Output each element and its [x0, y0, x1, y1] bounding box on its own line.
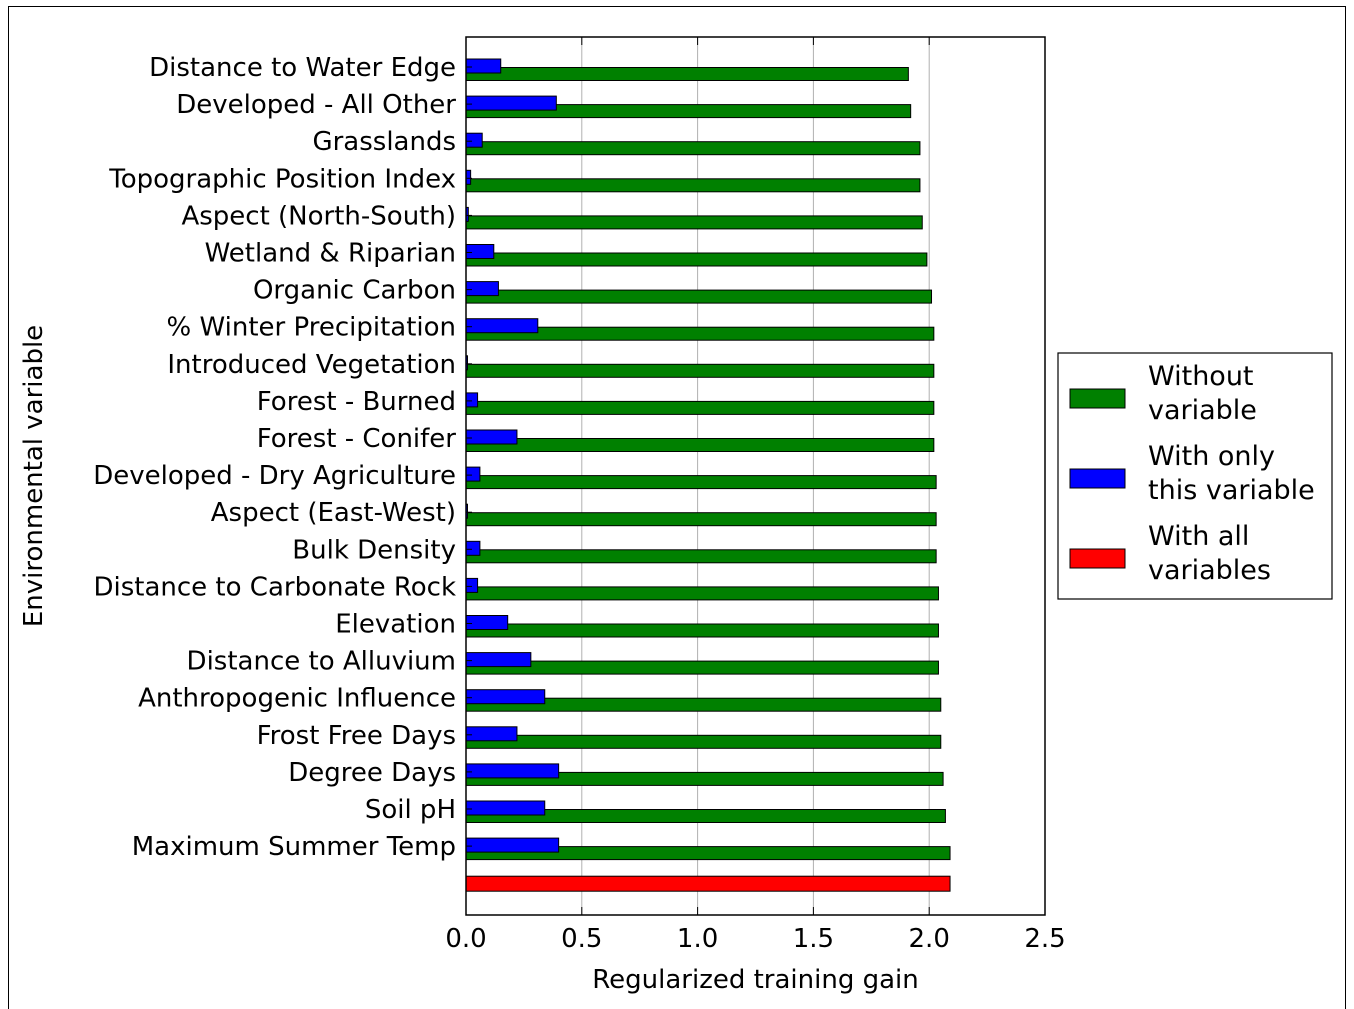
- category-label: Distance to Water Edge: [149, 53, 456, 83]
- category-label: Topographic Position Index: [108, 164, 456, 194]
- bar-without-variable: [465, 289, 933, 304]
- bar-without-variable: [465, 660, 939, 675]
- x-tick-label: 2.0: [909, 924, 950, 954]
- category-label: Introduced Vegetation: [167, 350, 456, 380]
- bar-without-variable: [465, 141, 921, 156]
- bar-with-only-variable: [465, 429, 518, 445]
- bar-without-variable: [465, 512, 937, 527]
- bar-with-only-variable: [465, 577, 479, 593]
- bar-without-variable: [465, 549, 937, 564]
- bar-with-only-variable: [465, 58, 502, 74]
- legend-entry-label: With only this variable: [1148, 441, 1315, 506]
- category-label: Soil pH: [365, 795, 456, 825]
- category-label: Distance to Alluvium: [187, 647, 456, 677]
- bar-without-variable: [465, 623, 939, 638]
- bar-with-only-variable: [465, 392, 479, 408]
- bar-with-only-variable: [465, 726, 518, 742]
- bar-with-all-variables: [465, 875, 951, 892]
- bar-with-only-variable: [465, 281, 499, 297]
- legend-swatch: [1069, 388, 1126, 409]
- bar-with-only-variable: [465, 763, 560, 779]
- x-axis-label: Regularized training gain: [592, 965, 919, 995]
- y-axis-label: Environmental variable: [19, 325, 49, 627]
- category-label: Frost Free Days: [257, 721, 456, 751]
- legend-swatch: [1069, 548, 1126, 569]
- category-label: Maximum Summer Temp: [132, 832, 456, 862]
- bar-without-variable: [465, 475, 937, 490]
- bar-without-variable: [465, 67, 909, 81]
- category-label: Aspect (East-West): [211, 498, 456, 528]
- category-label: Forest - Conifer: [257, 424, 457, 454]
- bar-with-only-variable: [465, 837, 560, 853]
- bar-without-variable: [465, 438, 935, 452]
- bar-with-only-variable: [465, 800, 546, 816]
- category-label: Wetland & Riparian: [205, 239, 456, 269]
- x-tick-labels: 0.0 0.5 1.0 1.5 2.0 2.5: [445, 924, 1065, 954]
- legend-entry-label: With all variables: [1148, 521, 1271, 586]
- category-label: Anthropogenic Influence: [138, 684, 456, 714]
- bar-with-only-variable: [465, 615, 509, 630]
- category-label: Elevation: [335, 610, 456, 640]
- x-tick-label: 0.0: [445, 924, 486, 954]
- bar-without-variable: [465, 363, 935, 378]
- legend-entry-label: Without variable: [1148, 361, 1257, 426]
- bar-without-variable: [465, 215, 923, 230]
- category-label: % Winter Precipitation: [167, 313, 456, 343]
- category-label: Developed - Dry Agriculture: [93, 461, 456, 491]
- ticks: [465, 37, 1046, 915]
- category-label: Aspect (North-South): [181, 201, 456, 231]
- legend: Without variable With only this variable Wit…: [1057, 352, 1333, 600]
- category-label: Forest - Burned: [257, 387, 456, 417]
- bar-without-variable: [465, 400, 935, 415]
- x-tick-label: 2.5: [1024, 924, 1065, 954]
- bar-with-only-variable: [465, 689, 546, 705]
- plot-area: [465, 36, 1046, 916]
- category-labels: Distance to Water Edge Developed - All Ot…: [93, 53, 456, 862]
- bar-without-variable: [465, 734, 942, 749]
- x-tick-label: 0.5: [561, 924, 602, 954]
- bar-with-only-variable: [465, 132, 483, 148]
- bar-with-only-variable: [465, 244, 495, 259]
- category-label: Grasslands: [312, 127, 456, 157]
- bar-with-only-variable: [465, 652, 532, 668]
- bar-without-variable: [465, 178, 921, 193]
- bar-with-only-variable: [465, 466, 481, 482]
- category-label: Degree Days: [288, 758, 456, 788]
- bar-with-only-variable: [465, 95, 557, 111]
- x-tick-label: 1.0: [677, 924, 718, 954]
- category-label: Organic Carbon: [253, 276, 456, 306]
- bars: [465, 58, 951, 892]
- bar-with-only-variable: [465, 318, 539, 334]
- bar-with-only-variable: [465, 540, 481, 556]
- bar-without-variable: [465, 252, 928, 267]
- category-label: Developed - All Other: [176, 90, 456, 120]
- x-tick-label: 1.5: [793, 924, 834, 954]
- bar-without-variable: [465, 586, 939, 601]
- legend-swatch: [1069, 468, 1126, 489]
- category-label: Distance to Carbonate Rock: [93, 572, 456, 602]
- category-label: Bulk Density: [292, 535, 456, 565]
